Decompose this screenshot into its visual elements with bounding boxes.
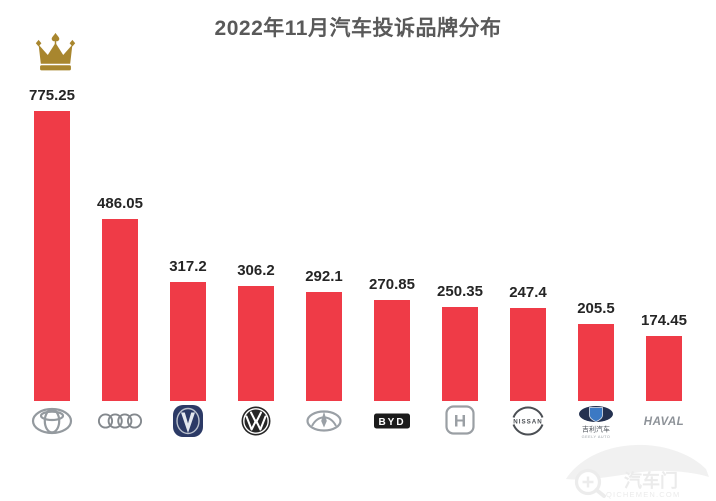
bar-nissan: [510, 308, 546, 401]
crown-icon: [35, 32, 76, 71]
value-label-honda: 250.35: [437, 283, 483, 300]
svg-text:H: H: [454, 412, 466, 431]
nissan-logo: NISSAN: [494, 403, 562, 453]
haval-logo: HAVAL: [630, 403, 698, 453]
watermark-subtext: QICHEMEN.COM: [606, 490, 680, 499]
bar-chery: [306, 292, 342, 401]
honda-logo: H: [426, 403, 494, 453]
geely-logo: 吉利汽车 GEELY AUTO: [562, 403, 630, 453]
bar-column-chery: 292.1: [290, 268, 358, 401]
bar-geely: [578, 324, 614, 401]
bar-column-geely: 205.5: [562, 300, 630, 401]
value-label-audi: 486.05: [97, 195, 143, 212]
bar-changan: [170, 282, 206, 401]
bar-column-toyota: 775.25: [18, 87, 86, 401]
volkswagen-logo: [222, 403, 290, 453]
svg-text:吉利汽车: 吉利汽车: [582, 425, 610, 434]
value-label-volkswagen: 306.2: [237, 262, 275, 279]
audi-logo: [86, 403, 154, 453]
bar-column-nissan: 247.4: [494, 284, 562, 401]
chart-title: 2022年11月汽车投诉品牌分布: [214, 17, 502, 40]
bar-column-byd: 270.85: [358, 276, 426, 401]
chery-logo: [290, 403, 358, 453]
bar-column-volkswagen: 306.2: [222, 262, 290, 401]
brand-logos-row: BYD H NISSAN 吉利汽车 GEELY AUTO HAVAL: [18, 403, 698, 453]
value-label-geely: 205.5: [577, 300, 615, 317]
value-label-byd: 270.85: [369, 276, 415, 293]
byd-logo: BYD: [358, 403, 426, 453]
bar-column-haval: 174.45: [630, 312, 698, 401]
svg-text:BYD: BYD: [378, 417, 405, 428]
svg-text:GEELY AUTO: GEELY AUTO: [582, 435, 611, 439]
bar-volkswagen: [238, 286, 274, 401]
bar-column-audi: 486.05: [86, 195, 154, 401]
bar-haval: [646, 336, 682, 401]
value-label-haval: 174.45: [641, 312, 687, 329]
bar-honda: [442, 307, 478, 401]
bar-toyota: [34, 111, 70, 401]
plot-area: 775.25 486.05 317.2 306.2 292.1 270.85 250.35 2…: [18, 58, 698, 401]
watermark-text: 汽车门: [624, 470, 678, 491]
changan-logo: [154, 403, 222, 453]
car-magnifier-icon: [566, 444, 709, 498]
watermark: 汽车门 QICHEMEN.COM: [566, 444, 709, 499]
value-label-nissan: 247.4: [509, 284, 547, 301]
value-label-chery: 292.1: [305, 268, 343, 285]
bar-audi: [102, 219, 138, 401]
value-label-changan: 317.2: [169, 258, 207, 275]
bar-byd: [374, 300, 410, 401]
toyota-logo: [18, 403, 86, 453]
bar-column-changan: 317.2: [154, 258, 222, 401]
svg-text:NISSAN: NISSAN: [513, 419, 542, 426]
value-label-toyota: 775.25: [29, 87, 75, 104]
svg-text:HAVAL: HAVAL: [644, 416, 684, 428]
bar-column-honda: 250.35: [426, 283, 494, 401]
